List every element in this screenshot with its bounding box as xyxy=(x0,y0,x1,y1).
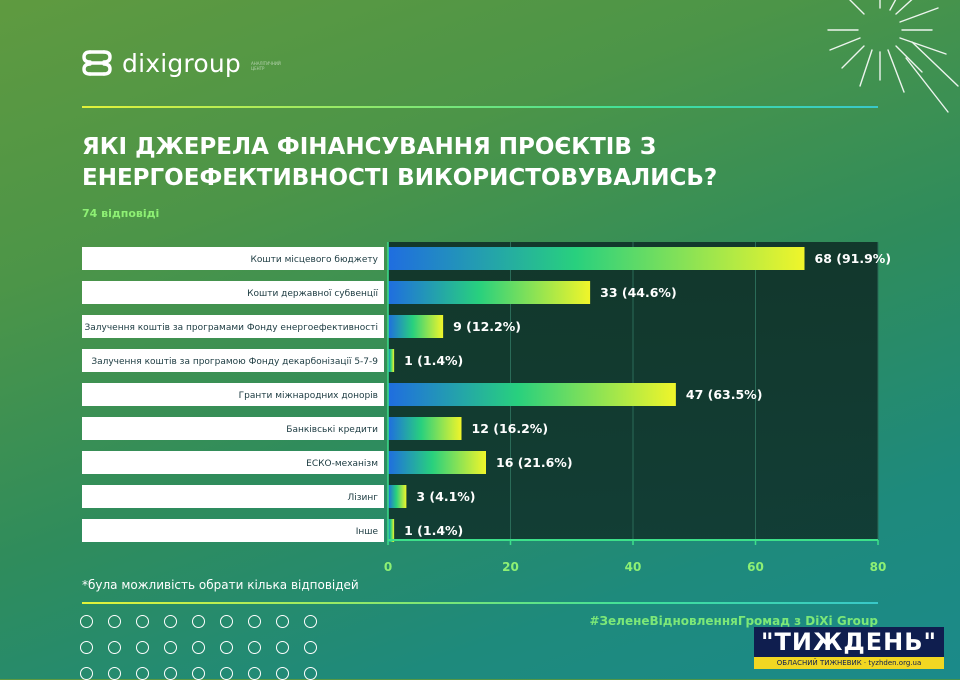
data-label: 9 (12.2%) xyxy=(453,319,521,334)
tick-label: 60 xyxy=(747,560,764,574)
category-label: Гранти міжнародних донорів xyxy=(239,391,378,401)
category-label-box xyxy=(82,349,384,372)
category-label: Залучення коштів за програмами Фонду ене… xyxy=(84,323,378,333)
data-label: 1 (1.4%) xyxy=(404,523,463,538)
dixigroup-logo: dixigroup АНАЛІТИЧНИЙ ЦЕНТР xyxy=(80,46,285,80)
data-label: 33 (44.6%) xyxy=(600,285,677,300)
decorative-dot xyxy=(80,615,93,628)
category-label: Інше xyxy=(356,527,379,537)
decorative-dot xyxy=(136,615,149,628)
sunburst-decoration xyxy=(827,0,959,113)
hashtag: #ЗеленеВідновленняГромад з DiXi Group xyxy=(589,614,878,628)
tyzhden-badge: "ТИЖДЕНЬ" ОБЛАСНИЙ ТИЖНЕВИК · tyzhden.or… xyxy=(754,627,954,675)
decorative-dot xyxy=(304,615,317,628)
decorative-dot xyxy=(220,667,233,680)
dots-decoration xyxy=(80,615,320,680)
decorative-dot xyxy=(108,615,121,628)
category-label-box xyxy=(82,451,384,474)
logo-tagline: АНАЛІТИЧНИЙ ЦЕНТР xyxy=(250,61,281,71)
category-label-box xyxy=(82,485,384,508)
tick-label: 40 xyxy=(625,560,642,574)
category-label: Кошти державної субвенції xyxy=(247,289,378,299)
logo-wordmark: dixigroup xyxy=(122,48,241,78)
decorative-dot xyxy=(164,615,177,628)
category-label: Банківські кредити xyxy=(286,425,378,435)
data-label: 12 (16.2%) xyxy=(472,421,549,436)
decorative-dot xyxy=(108,667,121,680)
category-label: Залучення коштів за програмою Фонду дека… xyxy=(91,357,378,367)
bar xyxy=(388,281,591,304)
tick-label: 20 xyxy=(502,560,519,574)
category-label-box xyxy=(82,247,384,270)
footnote: *була можливість обрати кілька відповіде… xyxy=(82,578,359,592)
decorative-dot xyxy=(276,667,289,680)
category-label: Лізинг xyxy=(347,493,378,503)
bar xyxy=(388,519,395,542)
decorative-dot xyxy=(192,667,205,680)
decorative-dot xyxy=(248,667,261,680)
decorative-dot xyxy=(276,641,289,654)
decorative-dot xyxy=(220,641,233,654)
chart-title: ЯКІ ДЖЕРЕЛА ФІНАНСУВАННЯ ПРОЄКТІВ З ЕНЕР… xyxy=(82,134,718,191)
category-label-box xyxy=(82,315,384,338)
category-label-box xyxy=(82,383,384,406)
data-label: 16 (21.6%) xyxy=(496,455,573,470)
data-label: 1 (1.4%) xyxy=(404,353,463,368)
tick-label: 80 xyxy=(870,560,887,574)
header-divider xyxy=(82,106,878,108)
decorative-dot xyxy=(164,641,177,654)
decorative-dot xyxy=(164,667,177,680)
decorative-dot xyxy=(192,615,205,628)
category-label-box xyxy=(82,519,384,542)
decorative-dot xyxy=(304,641,317,654)
bar xyxy=(388,315,444,338)
badge-title: "ТИЖДЕНЬ" xyxy=(754,627,944,657)
footer-divider xyxy=(82,602,878,604)
bar xyxy=(388,417,462,440)
tick-label: 0 xyxy=(384,560,392,574)
dixigroup-logo-icon xyxy=(82,50,112,76)
bar xyxy=(388,451,486,474)
data-label: 3 (4.1%) xyxy=(416,489,475,504)
decorative-dot xyxy=(192,641,205,654)
decorative-dot xyxy=(136,667,149,680)
decorative-dot xyxy=(248,641,261,654)
bar xyxy=(388,247,805,270)
decorative-dot xyxy=(304,667,317,680)
bar xyxy=(388,485,407,508)
bar xyxy=(388,349,395,372)
decorative-dot xyxy=(80,641,93,654)
decorative-dot xyxy=(276,615,289,628)
bar xyxy=(388,383,676,406)
category-label: ЕСКО-механізм xyxy=(306,459,378,469)
category-label: Кошти місцевого бюджету xyxy=(251,255,379,265)
badge-subtitle: ОБЛАСНИЙ ТИЖНЕВИК · tyzhden.org.ua xyxy=(754,657,944,669)
responses-count: 74 відповіді xyxy=(82,207,160,220)
decorative-dot xyxy=(220,615,233,628)
category-label-box xyxy=(82,417,384,440)
decorative-dot xyxy=(80,667,93,680)
data-label: 68 (91.9%) xyxy=(815,251,892,266)
decorative-dot xyxy=(108,641,121,654)
decorative-dot xyxy=(248,615,261,628)
data-label: 47 (63.5%) xyxy=(686,387,763,402)
category-label-box xyxy=(82,281,384,304)
decorative-dot xyxy=(136,641,149,654)
